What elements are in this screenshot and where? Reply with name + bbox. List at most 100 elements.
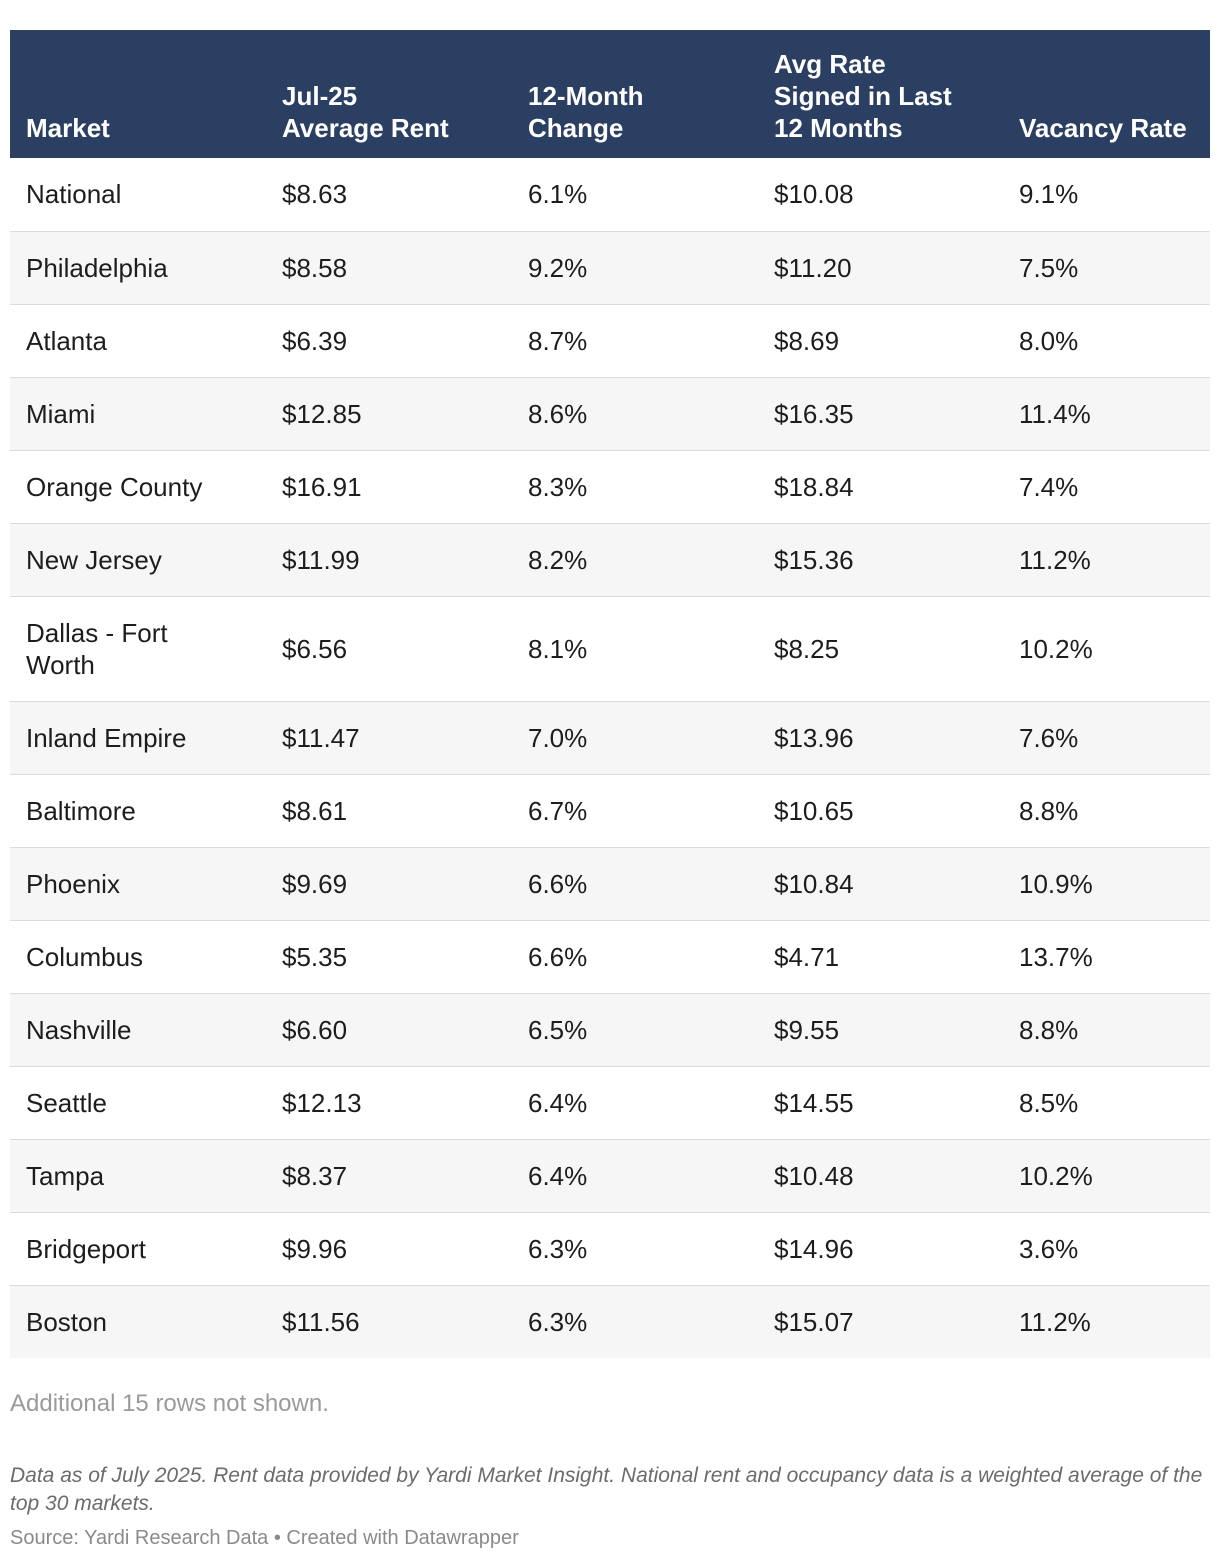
table-row: Baltimore $8.61 6.7% $10.65 8.8% — [10, 774, 1210, 847]
cell-vacancy-rate: 7.6% — [1019, 722, 1079, 753]
cell-market: Orange County — [26, 471, 203, 502]
cell-vacancy-rate: 8.0% — [1019, 325, 1079, 356]
cell-market: Nashville — [26, 1014, 132, 1045]
cell-average-rent: $8.61 — [282, 795, 348, 826]
cell-12-month-change: 6.4% — [528, 1087, 588, 1118]
cell-market: Baltimore — [26, 795, 136, 826]
cell-avg-rate-signed: $4.71 — [774, 941, 840, 972]
market-rent-table: Market Jul-25 Average Rent 12-Month Chan… — [10, 30, 1210, 1358]
cell-avg-rate-signed: $10.08 — [774, 179, 854, 210]
cell-avg-rate-signed: $10.48 — [774, 1160, 854, 1191]
cell-average-rent: $6.39 — [282, 325, 348, 356]
cell-vacancy-rate: 8.5% — [1019, 1087, 1079, 1118]
cell-vacancy-rate: 11.2% — [1019, 544, 1091, 575]
cell-market: Philadelphia — [26, 252, 168, 283]
cell-market: Columbus — [26, 941, 144, 972]
cell-average-rent: $8.63 — [282, 179, 348, 210]
cell-average-rent: $11.99 — [282, 544, 360, 575]
cell-avg-rate-signed: $14.96 — [774, 1233, 854, 1264]
cell-avg-rate-signed: $9.55 — [774, 1014, 840, 1045]
cell-12-month-change: 6.3% — [528, 1233, 588, 1264]
cell-market: New Jersey — [26, 544, 162, 575]
cell-12-month-change: 8.6% — [528, 398, 588, 429]
cell-avg-rate-signed: $18.84 — [774, 471, 854, 502]
cell-avg-rate-signed: $14.55 — [774, 1087, 854, 1118]
cell-12-month-change: 8.1% — [528, 633, 588, 664]
cell-vacancy-rate: 11.4% — [1019, 398, 1091, 429]
cell-vacancy-rate: 8.8% — [1019, 795, 1079, 826]
cell-12-month-change: 6.7% — [528, 795, 588, 826]
cell-12-month-change: 6.5% — [528, 1014, 588, 1045]
cell-market: National — [26, 179, 122, 210]
table-header-row: Market Jul-25 Average Rent 12-Month Chan… — [10, 30, 1210, 158]
table-row: Tampa $8.37 6.4% $10.48 10.2% — [10, 1139, 1210, 1212]
cell-market: Atlanta — [26, 325, 107, 356]
cell-average-rent: $11.47 — [282, 722, 360, 753]
table-row: Inland Empire $11.47 7.0% $13.96 7.6% — [10, 701, 1210, 774]
cell-avg-rate-signed: $15.07 — [774, 1306, 854, 1337]
cell-average-rent: $9.96 — [282, 1233, 348, 1264]
cell-vacancy-rate: 10.9% — [1019, 868, 1093, 899]
cell-avg-rate-signed: $8.69 — [774, 325, 840, 356]
cell-avg-rate-signed: $15.36 — [774, 544, 854, 575]
cell-avg-rate-signed: $16.35 — [774, 398, 854, 429]
table-row: Atlanta $6.39 8.7% $8.69 8.0% — [10, 304, 1210, 377]
source-credit: Source: Yardi Research Data • Created wi… — [10, 1527, 519, 1549]
cell-average-rent: $16.91 — [282, 471, 362, 502]
cell-avg-rate-signed: $11.20 — [774, 252, 852, 283]
cell-average-rent: $6.56 — [282, 633, 348, 664]
table-body: National $8.63 6.1% $10.08 9.1% Philadelphia $… — [10, 158, 1210, 1358]
column-header-vacancy-rate[interactable]: Vacancy Rate — [1019, 113, 1187, 143]
cell-market: Miami — [26, 398, 96, 429]
column-header-12-month-change[interactable]: 12-Month Change — [528, 81, 644, 143]
column-header-average-rent[interactable]: Jul-25 Average Rent — [282, 81, 449, 143]
cell-12-month-change: 6.3% — [528, 1306, 588, 1337]
cell-avg-rate-signed: $13.96 — [774, 722, 854, 753]
cell-market: Phoenix — [26, 868, 120, 899]
column-header-market[interactable]: Market — [26, 113, 110, 143]
table-row: Phoenix $9.69 6.6% $10.84 10.9% — [10, 847, 1210, 920]
table-row: National $8.63 6.1% $10.08 9.1% — [10, 158, 1210, 231]
cell-average-rent: $8.58 — [282, 252, 348, 283]
table-footnote: Data as of July 2025. Rent data provided… — [10, 1464, 1203, 1515]
table-row: Miami $12.85 8.6% $16.35 11.4% — [10, 377, 1210, 450]
cell-market: Dallas - Fort Worth — [26, 617, 168, 680]
table-container: Market Jul-25 Average Rent 12-Month Chan… — [10, 30, 1210, 1358]
cell-market: Tampa — [26, 1160, 105, 1191]
table-row: Columbus $5.35 6.6% $4.71 13.7% — [10, 920, 1210, 993]
cell-vacancy-rate: 3.6% — [1019, 1233, 1079, 1264]
cell-12-month-change: 6.6% — [528, 941, 588, 972]
cell-average-rent: $9.69 — [282, 868, 348, 899]
table-row: Philadelphia $8.58 9.2% $11.20 7.5% — [10, 231, 1210, 304]
cell-vacancy-rate: 10.2% — [1019, 633, 1093, 664]
cell-market: Boston — [26, 1306, 107, 1337]
cell-vacancy-rate: 11.2% — [1019, 1306, 1091, 1337]
table-row: Boston $11.56 6.3% $15.07 11.2% — [10, 1285, 1210, 1358]
table-row: New Jersey $11.99 8.2% $15.36 11.2% — [10, 523, 1210, 596]
cell-12-month-change: 8.3% — [528, 471, 588, 502]
cell-avg-rate-signed: $10.65 — [774, 795, 854, 826]
cell-12-month-change: 9.2% — [528, 252, 588, 283]
cell-market: Seattle — [26, 1087, 107, 1118]
cell-market: Bridgeport — [26, 1233, 146, 1264]
cell-vacancy-rate: 13.7% — [1019, 941, 1093, 972]
cell-12-month-change: 6.6% — [528, 868, 588, 899]
table-row: Orange County $16.91 8.3% $18.84 7.4% — [10, 450, 1210, 523]
cell-average-rent: $12.13 — [282, 1087, 362, 1118]
cell-12-month-change: 7.0% — [528, 722, 588, 753]
table-row: Nashville $6.60 6.5% $9.55 8.8% — [10, 993, 1210, 1066]
column-header-avg-rate-signed[interactable]: Avg Rate Signed in Last 12 Months — [774, 49, 952, 143]
cell-12-month-change: 6.4% — [528, 1160, 588, 1191]
cell-average-rent: $5.35 — [282, 941, 348, 972]
cell-vacancy-rate: 10.2% — [1019, 1160, 1093, 1191]
table-row: Dallas - Fort Worth $6.56 8.1% $8.25 10.2% — [10, 596, 1210, 701]
table-row: Seattle $12.13 6.4% $14.55 8.5% — [10, 1066, 1210, 1139]
cell-vacancy-rate: 9.1% — [1019, 179, 1079, 210]
table-row: Bridgeport $9.96 6.3% $14.96 3.6% — [10, 1212, 1210, 1285]
cell-vacancy-rate: 7.5% — [1019, 252, 1079, 283]
cell-average-rent: $11.56 — [282, 1306, 360, 1337]
cell-avg-rate-signed: $10.84 — [774, 868, 854, 899]
cell-12-month-change: 6.1% — [528, 179, 588, 210]
hidden-rows-note: Additional 15 rows not shown. — [10, 1390, 329, 1417]
cell-12-month-change: 8.7% — [528, 325, 588, 356]
